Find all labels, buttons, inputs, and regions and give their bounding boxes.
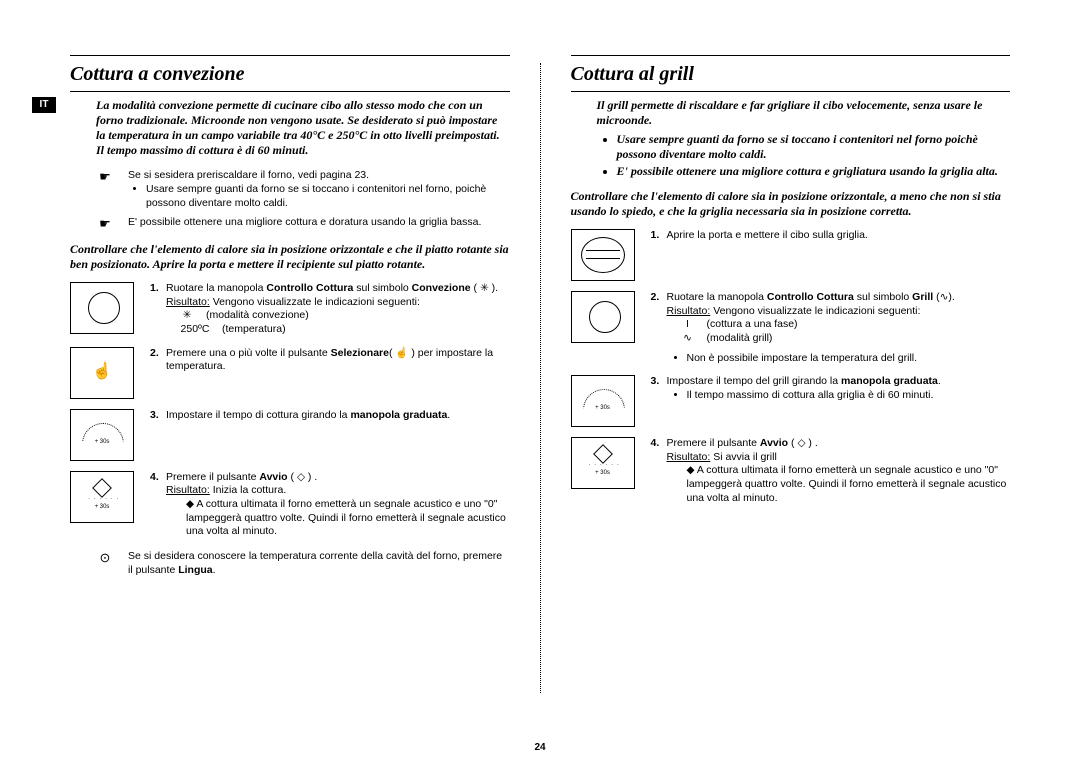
pointer-icon: ☛ bbox=[96, 168, 114, 211]
step-number: 3. bbox=[150, 409, 166, 423]
step-number: 4. bbox=[150, 471, 166, 485]
step-number: 2. bbox=[150, 347, 166, 361]
knob-icon bbox=[571, 375, 635, 427]
start-icon: · · · · · · bbox=[70, 471, 134, 523]
note-text: Se si sesidera preriscaldare il forno, v… bbox=[128, 169, 369, 181]
section-title-right: Cottura al grill bbox=[571, 59, 1011, 90]
steps-right: 1. Aprire la porta e mettere il cibo sul… bbox=[571, 229, 1011, 505]
step-text: Premere il pulsante Avvio ( ◇ ) . Risult… bbox=[667, 437, 1011, 505]
page-number: 24 bbox=[534, 742, 545, 753]
step-text: Premere il pulsante Avvio ( ◇ ) . Risult… bbox=[166, 471, 510, 539]
section-title-left: Cottura a convezione bbox=[70, 59, 510, 90]
info-icon: ⊙ bbox=[96, 549, 114, 577]
note-sub: Usare sempre guanti da forno se si tocca… bbox=[146, 182, 510, 210]
step-text: Impostare il tempo del grill girando la … bbox=[667, 375, 1011, 402]
language-badge: IT bbox=[32, 97, 56, 113]
intro-right: Il grill permette di riscaldare e far gr… bbox=[597, 98, 1011, 179]
right-column: Cottura al grill Il grill permette di ri… bbox=[571, 55, 1011, 743]
step-text: Ruotare la manopola Controllo Cottura su… bbox=[166, 282, 510, 337]
step-number: 4. bbox=[651, 437, 667, 451]
step-number: 1. bbox=[651, 229, 667, 243]
dial-icon bbox=[571, 291, 635, 343]
select-icon: ☝ bbox=[70, 347, 134, 399]
pointer-icon: ☛ bbox=[96, 215, 114, 233]
step-text: Impostare il tempo di cottura girando la… bbox=[166, 409, 510, 423]
step-text: Premere una o più volte il pulsante Sele… bbox=[166, 347, 510, 374]
intro-left: La modalità convezione permette di cucin… bbox=[96, 98, 510, 158]
grill-icon bbox=[571, 229, 635, 281]
step-number: 1. bbox=[150, 282, 166, 296]
start-icon: · · · · · · bbox=[571, 437, 635, 489]
knob-icon bbox=[70, 409, 134, 461]
notes-left: ☛ Se si sesidera preriscaldare il forno,… bbox=[96, 168, 510, 232]
column-divider bbox=[540, 63, 541, 693]
final-note-left: ⊙ Se si desidera conoscere la temperatur… bbox=[96, 549, 510, 577]
rule bbox=[70, 91, 510, 92]
step-number: 3. bbox=[651, 375, 667, 389]
dial-icon bbox=[70, 282, 134, 334]
rule bbox=[571, 91, 1011, 92]
step-text: Ruotare la manopola Controllo Cottura su… bbox=[667, 291, 1011, 365]
note-text: E' possibile ottenere una migliore cottu… bbox=[128, 215, 481, 233]
page: IT Cottura a convezione La modalità conv… bbox=[70, 55, 1010, 743]
mid-paragraph-left: Controllare che l'elemento di calore sia… bbox=[70, 242, 510, 272]
left-column: IT Cottura a convezione La modalità conv… bbox=[70, 55, 510, 743]
step-text: Aprire la porta e mettere il cibo sulla … bbox=[667, 229, 1011, 243]
mid-paragraph-right: Controllare che l'elemento di calore sia… bbox=[571, 189, 1011, 219]
step-number: 2. bbox=[651, 291, 667, 305]
steps-left: 1. Ruotare la manopola Controllo Cottura… bbox=[70, 282, 510, 539]
